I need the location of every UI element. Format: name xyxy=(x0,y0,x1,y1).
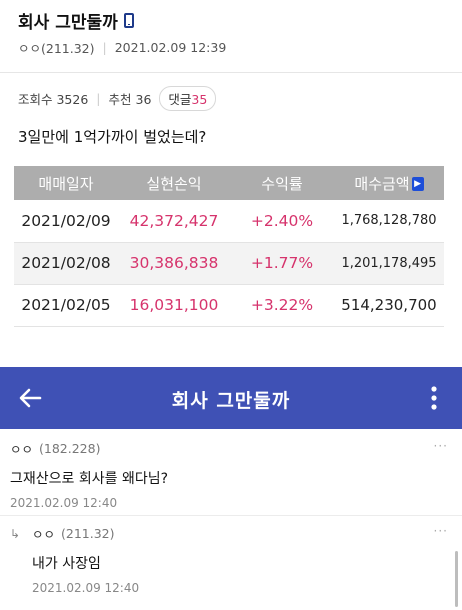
comment-ip: (182.228) xyxy=(39,441,101,456)
comment-time: 2021.02.09 12:40 xyxy=(32,581,140,595)
cell-profit: 16,031,100 xyxy=(118,284,230,327)
comments-count: 35 xyxy=(191,92,208,107)
comments-badge-label: 댓글 xyxy=(168,92,192,107)
table-header-row: 매매일자 실현손익 수익률 매수금액 ▶ xyxy=(14,166,444,200)
post-meta: ㅇㅇ(211.32) | 2021.02.09 12:39 xyxy=(18,38,226,57)
scrollbar[interactable] xyxy=(455,551,458,607)
chevron-right-icon[interactable]: ▶ xyxy=(411,177,424,191)
post-body: 3일만에 1억가까이 벌었는데? xyxy=(18,128,207,146)
post-header: 회사 그만둘까 xyxy=(18,8,134,33)
cell-date: 2021/02/09 xyxy=(14,200,118,243)
table-row: 2021/02/09 42,372,427 +2.40% 1,768,128,7… xyxy=(14,200,444,243)
cell-amount: 1,768,128,780 xyxy=(334,200,444,243)
col-header-rate: 수익률 xyxy=(230,166,334,200)
comment-ip: (211.32) xyxy=(61,526,115,541)
header-divider xyxy=(0,72,462,73)
cell-date: 2021/02/08 xyxy=(14,242,118,285)
recommend-count: 추천 36 xyxy=(108,92,152,107)
cell-rate: +2.40% xyxy=(230,200,334,243)
cell-rate: +3.22% xyxy=(230,284,334,327)
cell-rate: +1.77% xyxy=(230,242,334,285)
col-header-date: 매매일자 xyxy=(14,166,118,200)
post-stats: 조회수 3526 | 추천 36 댓글35 xyxy=(18,86,217,111)
comment-header: ㅇㅇ (182.228) xyxy=(10,439,462,458)
more-horizontal-icon[interactable]: ··· xyxy=(433,439,448,453)
table-row: 2021/02/05 16,031,100 +3.22% 514,230,700 xyxy=(14,284,444,327)
more-horizontal-icon[interactable]: ··· xyxy=(433,524,448,538)
comment-divider xyxy=(0,515,462,516)
post-datetime: 2021.02.09 12:39 xyxy=(114,40,227,55)
col-header-amount-label: 매수금액 xyxy=(354,174,410,193)
col-header-profit: 실현손익 xyxy=(118,166,230,200)
comment-time: 2021.02.09 12:40 xyxy=(10,496,118,510)
comment-body: ↳ ㅇㅇ (211.32) 내가 사장임 2021.02.09 12:40 xyxy=(0,524,462,595)
comment-text: 그재산으로 회사를 왜다님? xyxy=(10,471,169,487)
screenshot-gap xyxy=(0,345,462,367)
table-row: 2021/02/08 30,386,838 +1.77% 1,201,178,4… xyxy=(14,242,444,285)
reply-arrow-icon: ↳ xyxy=(10,526,21,541)
more-vertical-icon[interactable] xyxy=(424,385,444,411)
cell-profit: 30,386,838 xyxy=(118,242,230,285)
comment-reply-item: ↳ ㅇㅇ (211.32) 내가 사장임 2021.02.09 12:40 ··… xyxy=(0,524,462,595)
cell-date: 2021/02/05 xyxy=(14,284,118,327)
cell-profit: 42,372,427 xyxy=(118,200,230,243)
cell-amount: 514,230,700 xyxy=(334,284,444,327)
post-title: 회사 그만둘까 xyxy=(18,13,118,33)
trade-table: 매매일자 실현손익 수익률 매수금액 ▶ 2021/02/09 42,372,42… xyxy=(14,166,444,327)
stats-divider: | xyxy=(96,91,101,106)
comment-list: ㅇㅇ (182.228) 그재산으로 회사를 왜다님? 2021.02.09 1… xyxy=(0,429,462,610)
comment-author[interactable]: ㅇㅇ xyxy=(10,442,34,457)
comment-author[interactable]: ㅇㅇ xyxy=(32,527,56,542)
meta-divider: | xyxy=(102,40,107,55)
phone-icon xyxy=(123,13,134,28)
views-count: 조회수 3526 xyxy=(18,92,89,107)
comment-body: ㅇㅇ (182.228) 그재산으로 회사를 왜다님? 2021.02.09 1… xyxy=(0,439,462,510)
app-bar: 회사 그만둘까 xyxy=(0,367,462,429)
comment-header: ↳ ㅇㅇ (211.32) xyxy=(10,524,462,543)
comments-badge[interactable]: 댓글35 xyxy=(159,86,217,111)
post-author[interactable]: ㅇㅇ(211.32) xyxy=(18,41,95,56)
cell-amount: 1,201,178,495 xyxy=(334,242,444,285)
post-card: 회사 그만둘까 ㅇㅇ(211.32) | 2021.02.09 12:39 조회… xyxy=(0,8,462,327)
comment-text: 내가 사장임 xyxy=(32,556,101,572)
col-header-amount: 매수금액 ▶ xyxy=(334,166,444,200)
comment-item: ㅇㅇ (182.228) 그재산으로 회사를 왜다님? 2021.02.09 1… xyxy=(0,439,462,510)
app-bar-title: 회사 그만둘까 xyxy=(171,390,291,412)
back-arrow-icon[interactable] xyxy=(16,384,44,412)
